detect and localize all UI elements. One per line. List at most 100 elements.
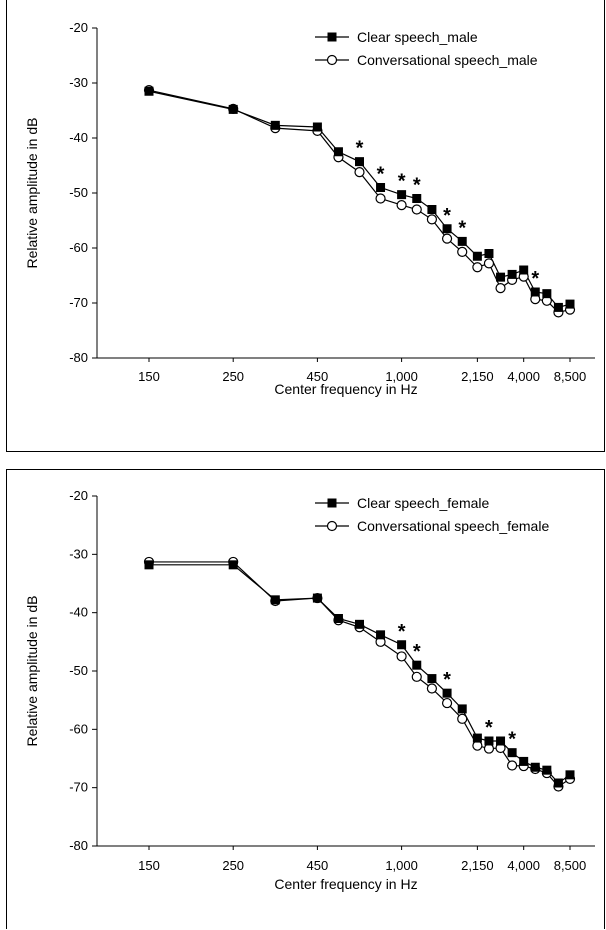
significance-asterisk: * <box>413 175 421 197</box>
x-tick-label: 4,000 <box>507 858 540 873</box>
data-point-clear <box>484 736 494 746</box>
x-tick-label: 1,000 <box>385 369 418 384</box>
chart-female-svg: -20 -30 -40 -50 -60 -70 -80 150 250 450 1,000 2,150… <box>24 488 595 892</box>
legend-marker-conversational <box>326 520 338 532</box>
data-point-clear <box>412 660 422 670</box>
y-tick-label: -50 <box>69 185 88 200</box>
data-point-conversational <box>457 713 468 724</box>
data-point-conversational <box>411 204 422 215</box>
data-point-clear <box>144 86 154 96</box>
significance-asterisk: * <box>531 268 539 290</box>
data-point-clear <box>427 205 437 214</box>
data-point-conversational <box>483 258 495 269</box>
data-point-clear <box>397 640 407 650</box>
significance-asterisk: * <box>443 669 451 691</box>
significance-asterisk: * <box>508 729 516 751</box>
y-tick-label: -20 <box>69 488 88 503</box>
significance-asterisk: * <box>458 217 466 239</box>
data-point-clear <box>376 183 386 192</box>
legend-marker-clear <box>327 498 337 508</box>
y-tick-label: -70 <box>69 780 88 795</box>
y-tick-label: -60 <box>69 240 88 255</box>
data-point-clear <box>519 265 529 275</box>
y-tick-label: -30 <box>69 546 88 561</box>
x-tick-label: 250 <box>222 369 244 384</box>
data-point-clear <box>397 190 407 200</box>
data-point-conversational <box>472 262 483 273</box>
data-point-clear <box>507 269 517 279</box>
significance-asterisk: * <box>443 205 451 227</box>
data-point-conversational <box>441 697 453 709</box>
data-point-clear <box>496 736 506 746</box>
data-point-clear <box>412 194 422 203</box>
data-point-clear <box>565 770 575 780</box>
data-point-conversational <box>426 214 438 225</box>
x-axis-label: Center frequency in Hz <box>274 381 417 397</box>
x-tick-label: 8,500 <box>554 858 587 873</box>
y-tick-label: -40 <box>69 605 88 620</box>
data-point-clear <box>472 733 482 743</box>
legend-label-conversational: Conversational speech_male <box>357 52 538 68</box>
y-tick-label: -80 <box>69 350 88 365</box>
data-point-conversational <box>507 760 518 771</box>
x-tick-label: 1,000 <box>385 858 418 873</box>
data-point-clear <box>519 756 529 766</box>
x-axis-label: Center frequency in Hz <box>274 876 417 892</box>
data-point-clear <box>484 249 494 258</box>
legend-label-clear: Clear speech_female <box>357 495 490 511</box>
chart-male-svg: -20 -30 -40 -50 -60 -70 -80 150 250 450 1,000 2,150… <box>24 20 595 397</box>
y-tick-label: -40 <box>69 130 88 145</box>
legend-label-conversational: Conversational speech_female <box>357 518 549 534</box>
data-point-clear <box>355 619 364 629</box>
x-tick-label: 250 <box>222 858 244 873</box>
data-point-clear <box>542 289 552 299</box>
series-line-conversational <box>148 89 571 314</box>
data-point-clear <box>472 251 482 261</box>
x-tick-label: 150 <box>138 858 160 873</box>
data-point-conversational <box>495 283 506 294</box>
x-tick-label: 2,150 <box>461 858 494 873</box>
significance-asterisk: * <box>398 171 406 193</box>
chart-panel-male: -20 -30 -40 -50 -60 -70 -80 150 250 450 1,000 2,150… <box>6 0 605 452</box>
data-point-conversational <box>411 671 422 682</box>
y-axis-label: Relative amplitude in dB <box>24 596 40 747</box>
data-point-conversational <box>426 683 438 694</box>
data-point-conversational <box>457 246 468 257</box>
data-point-clear <box>553 778 563 788</box>
significance-asterisk: * <box>398 621 406 643</box>
y-axis-label: Relative amplitude in dB <box>24 118 40 269</box>
data-point-clear <box>228 560 238 570</box>
data-point-clear <box>457 236 467 246</box>
y-tick-label: -60 <box>69 721 88 736</box>
data-point-clear <box>228 104 238 114</box>
chart-panel-female: -20 -30 -40 -50 -60 -70 -80 150 250 450 1,000 2,150… <box>6 469 605 929</box>
x-tick-label: 450 <box>307 858 329 873</box>
data-point-clear <box>376 630 386 640</box>
data-point-clear <box>565 299 575 309</box>
data-point-clear <box>312 593 322 603</box>
data-point-clear <box>542 765 552 775</box>
y-tick-label: -50 <box>69 663 88 678</box>
significance-asterisk: * <box>356 138 364 160</box>
data-point-clear <box>553 302 563 312</box>
data-point-clear <box>496 272 506 282</box>
x-tick-label: 4,000 <box>507 369 540 384</box>
y-tick-label: -30 <box>69 75 88 90</box>
data-point-conversational <box>354 167 365 178</box>
data-point-clear <box>457 704 467 714</box>
legend-marker-conversational <box>326 54 338 66</box>
data-point-clear <box>144 560 154 570</box>
legend-marker-clear <box>327 32 337 42</box>
data-point-clear <box>333 614 343 623</box>
y-tick-label: -80 <box>69 838 88 853</box>
data-point-clear <box>530 287 540 297</box>
x-tick-label: 450 <box>307 369 329 384</box>
data-point-clear <box>333 147 343 157</box>
significance-asterisk: * <box>413 641 421 663</box>
data-point-conversational <box>441 233 453 244</box>
data-point-clear <box>427 674 437 684</box>
series-line-clear <box>148 90 571 309</box>
data-point-clear <box>270 595 280 605</box>
x-tick-label: 8,500 <box>554 369 587 384</box>
significance-asterisk: * <box>377 164 385 186</box>
